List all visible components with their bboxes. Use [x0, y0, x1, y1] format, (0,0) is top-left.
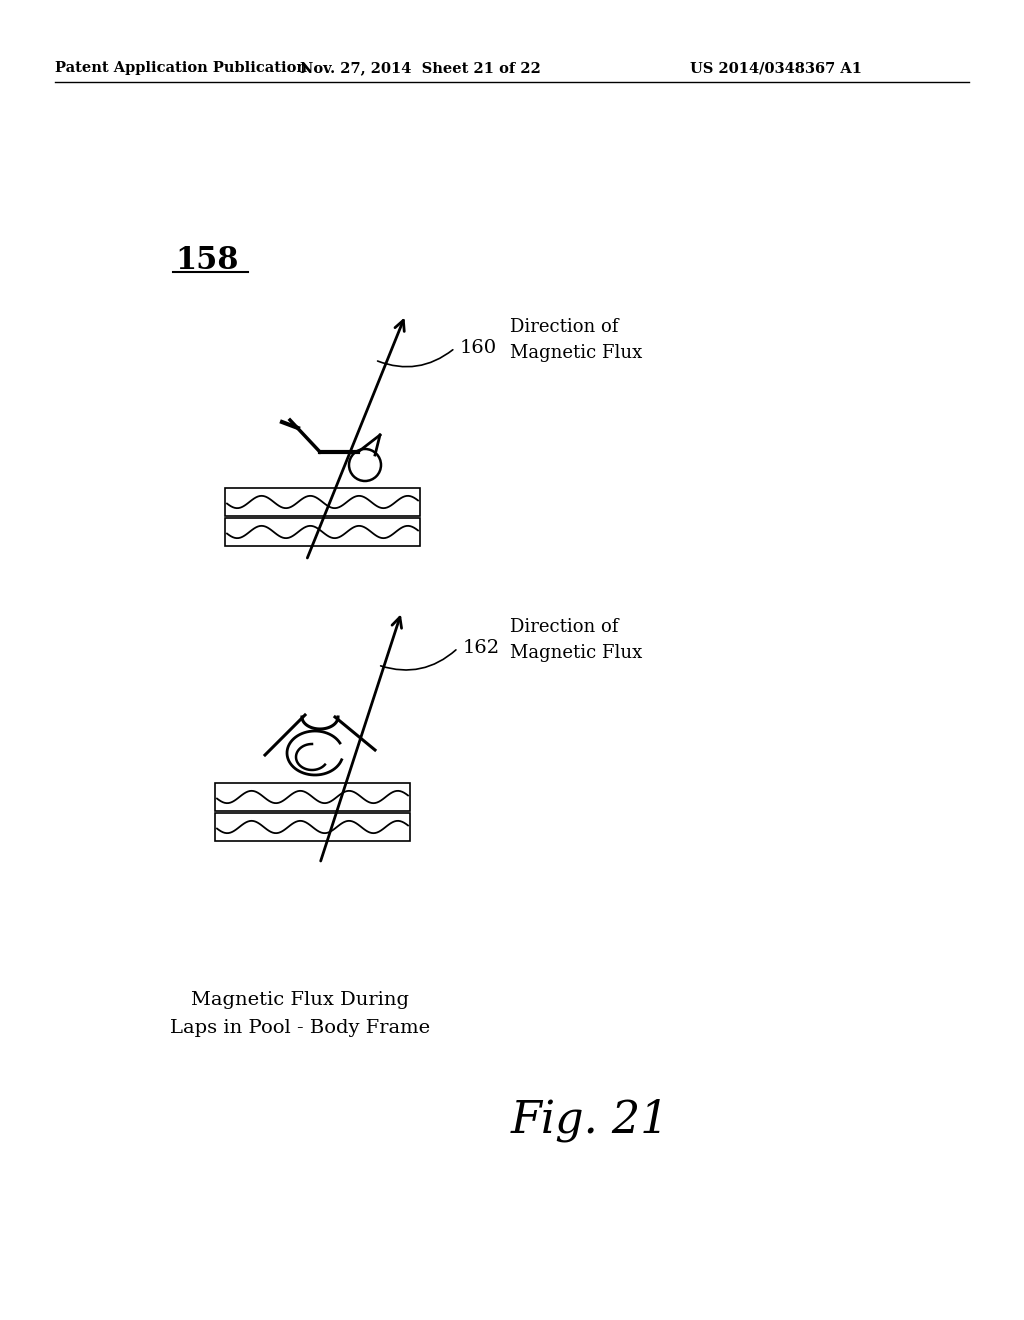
- Text: Direction of
Magnetic Flux: Direction of Magnetic Flux: [510, 318, 642, 362]
- Text: Magnetic Flux During: Magnetic Flux During: [191, 991, 409, 1008]
- Text: Laps in Pool - Body Frame: Laps in Pool - Body Frame: [170, 1019, 430, 1038]
- Text: Direction of
Magnetic Flux: Direction of Magnetic Flux: [510, 619, 642, 661]
- Text: Fig. 21: Fig. 21: [511, 1098, 670, 1142]
- Bar: [225, 488, 420, 516]
- Bar: [225, 517, 420, 546]
- Text: 160: 160: [460, 339, 497, 356]
- Text: 162: 162: [463, 639, 500, 657]
- Text: 158: 158: [175, 246, 239, 276]
- Text: Nov. 27, 2014  Sheet 21 of 22: Nov. 27, 2014 Sheet 21 of 22: [300, 61, 541, 75]
- Bar: [215, 813, 410, 841]
- Bar: [215, 783, 410, 810]
- Text: US 2014/0348367 A1: US 2014/0348367 A1: [690, 61, 862, 75]
- Text: Patent Application Publication: Patent Application Publication: [55, 61, 307, 75]
